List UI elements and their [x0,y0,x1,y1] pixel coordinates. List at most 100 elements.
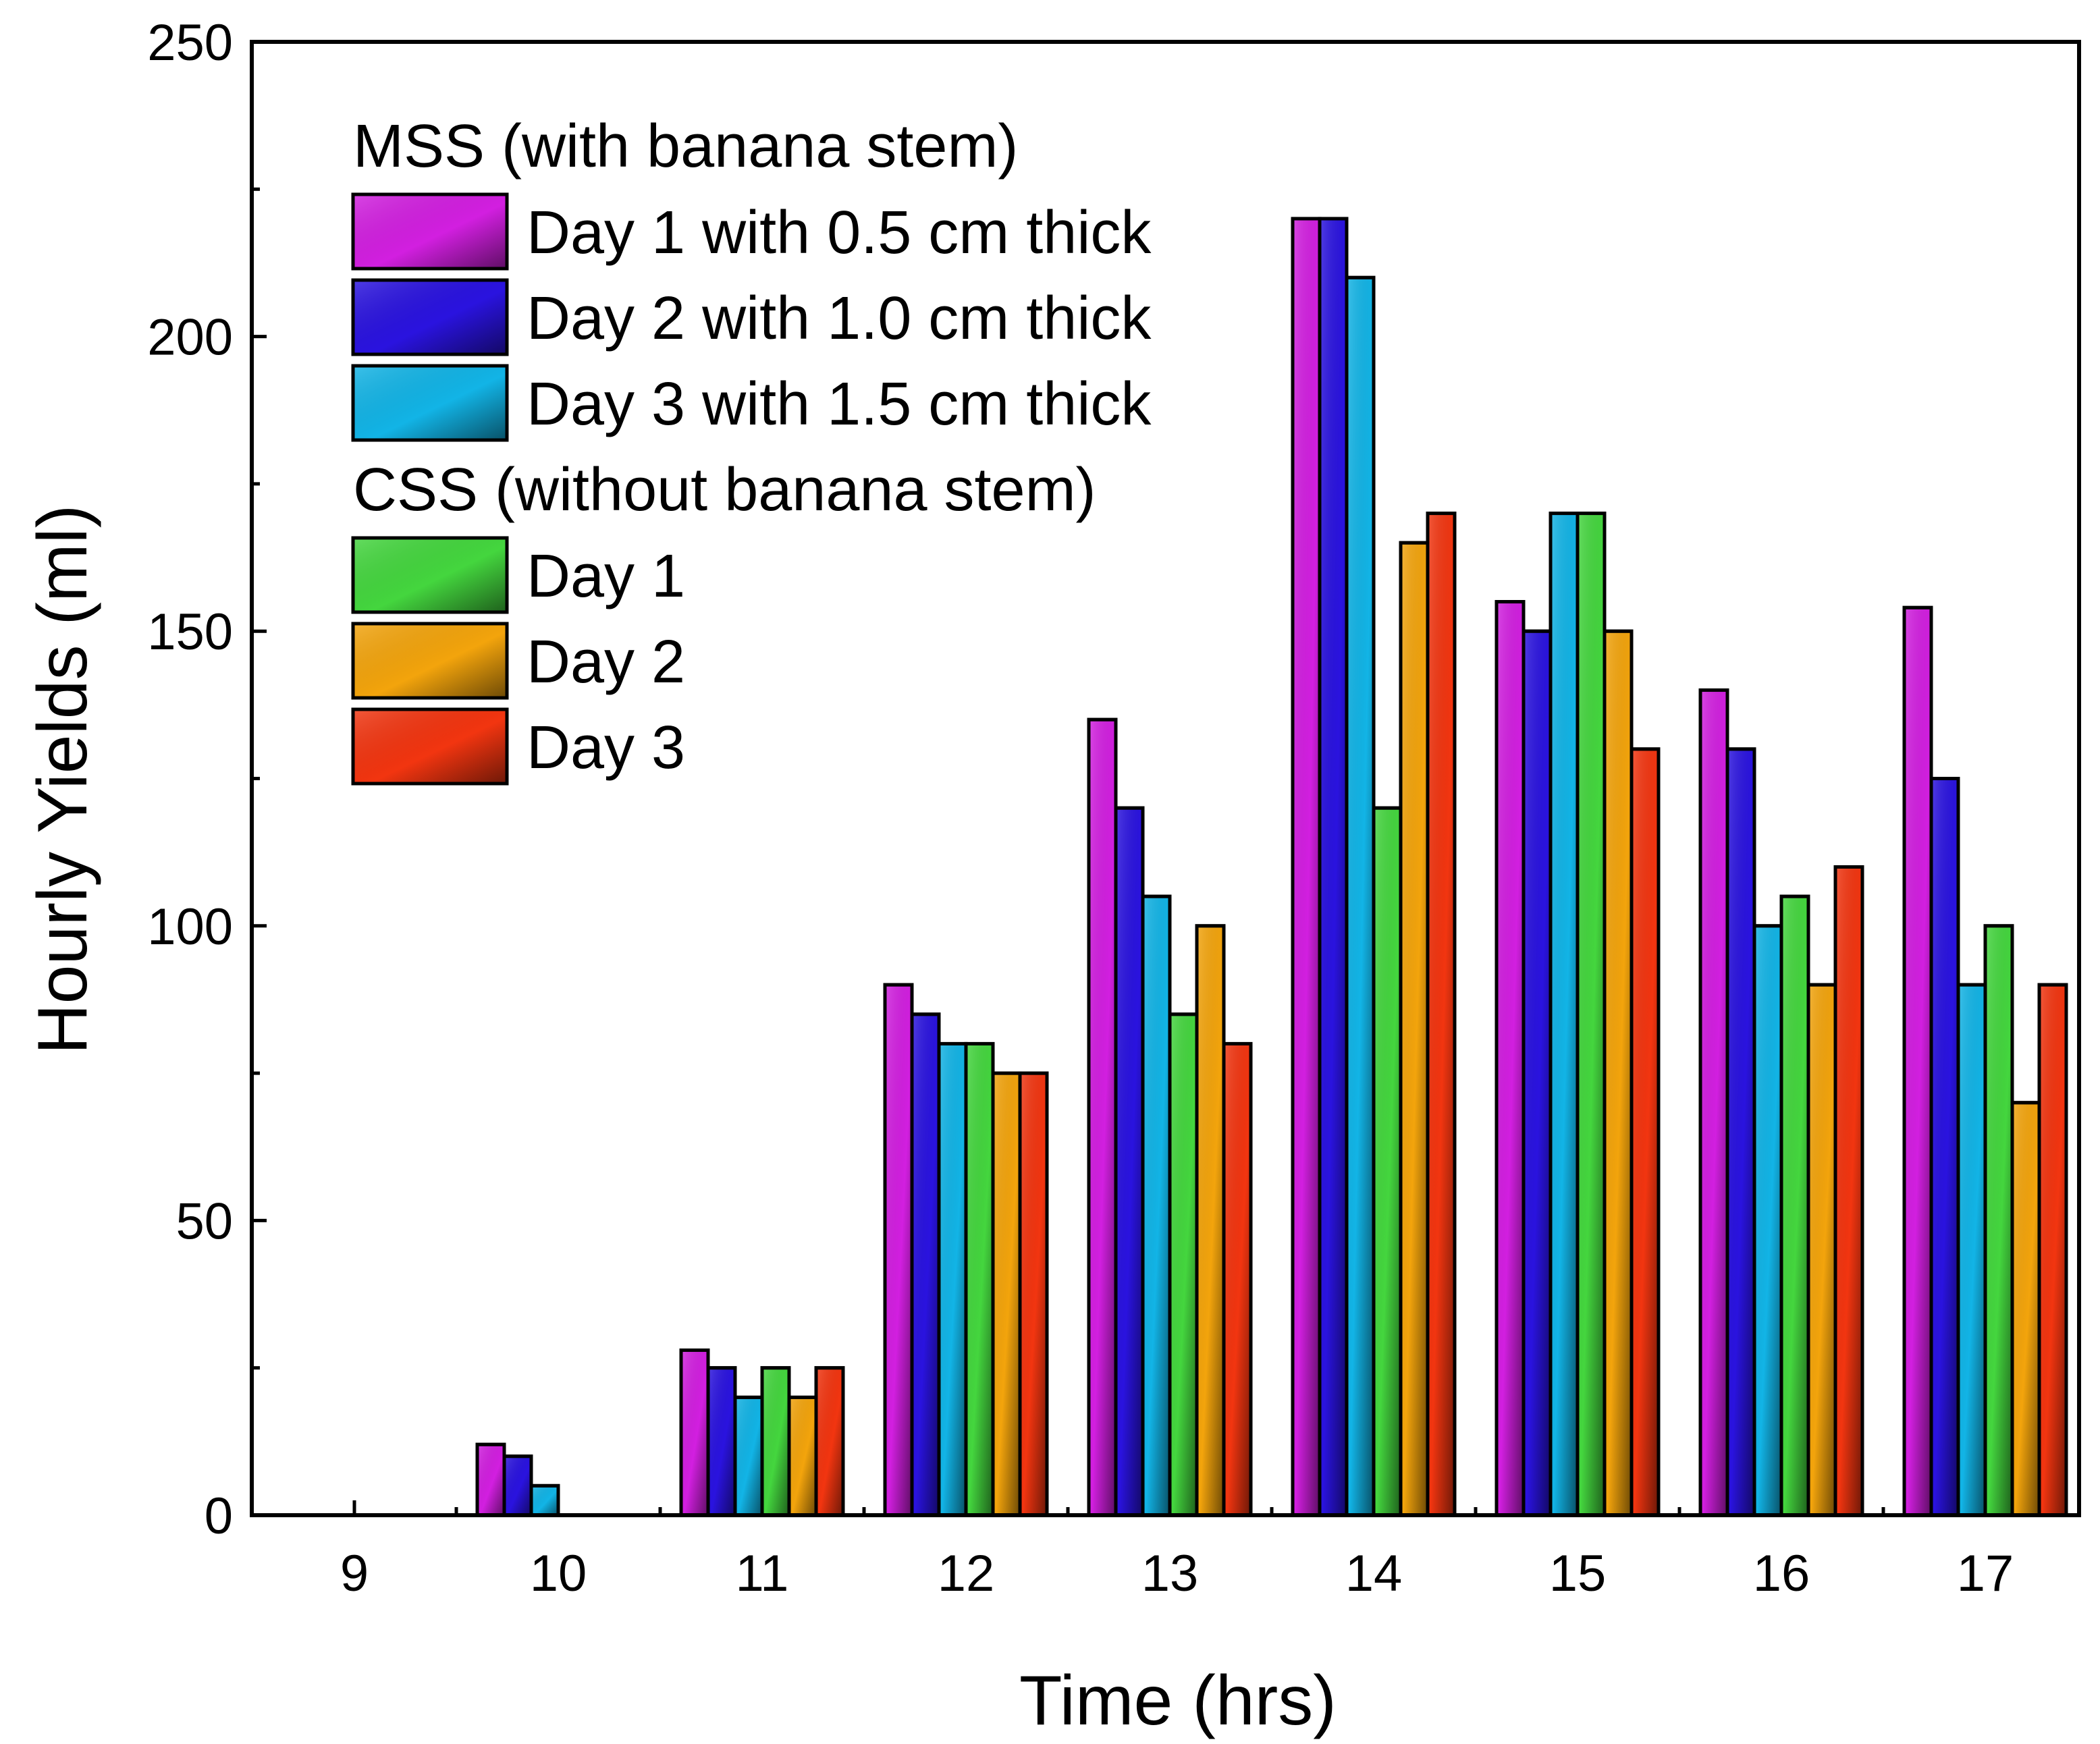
bar-14-series-6 [1426,512,1457,1517]
x-tick-label: 16 [1753,1545,1810,1602]
x-axis-title: Time (hrs) [1019,1662,1337,1740]
bar-16-series-1 [1698,688,1729,1517]
bar-16-series-6 [1833,865,1864,1517]
y-tick-label: 250 [147,14,233,72]
bar-shade [814,1366,845,1517]
bar-13-series-4 [1168,1012,1199,1517]
y-axis-title: Hourly Yields (ml) [24,505,102,1055]
bar-14-series-2 [1318,217,1349,1517]
legend-swatch-shade [351,707,509,786]
x-tick-label: 17 [1957,1545,2014,1602]
bar-17-series-1 [1902,605,1933,1517]
bar-shade [1399,541,1430,1517]
bar-15-series-2 [1522,629,1553,1517]
bar-13-series-1 [1087,717,1118,1517]
bar-shade [1833,865,1864,1517]
bar-shade [1168,1012,1199,1517]
legend-swatch-shade [351,536,509,614]
bar-shade [1983,924,2014,1517]
bars-layer [475,217,2068,1517]
bar-shade [1576,512,1607,1517]
bar-shade [1114,806,1145,1517]
x-tick-label: 9 [340,1545,369,1602]
bar-17-series-3 [1956,983,1987,1517]
bar-shade [502,1454,533,1517]
bar-13-series-5 [1195,924,1226,1517]
bar-shade [1222,1041,1253,1517]
x-tick-label: 13 [1141,1545,1199,1602]
bar-shade [1426,512,1457,1517]
bar-16-series-5 [1806,983,1837,1517]
bar-shade [1956,983,1987,1517]
bar-15-series-4 [1576,512,1607,1517]
bar-shade [733,1395,764,1517]
bar-13-series-6 [1222,1041,1253,1517]
bar-15-series-5 [1603,629,1634,1517]
bar-13-series-3 [1141,894,1172,1517]
bar-11-series-4 [760,1366,791,1517]
bar-10-series-3 [529,1483,560,1517]
axes-layer: 0 50 100 150 200 250 9 10 11 12 13 14 15 16 17 [147,14,2081,1602]
bar-shade [760,1366,791,1517]
bar-14-series-1 [1291,217,1322,1517]
bar-15-series-6 [1630,747,1661,1517]
bar-10-series-1 [475,1442,506,1517]
legend-label: Day 2 with 1.0 cm thick [527,285,1152,352]
legend-item: Day 3 with 1.5 cm thick [351,364,1152,442]
bar-shade [1495,600,1526,1517]
bar-15-series-1 [1495,600,1526,1517]
bar-shade [883,983,914,1517]
legend-label: Day 3 [527,714,685,782]
bar-17-series-6 [2037,983,2068,1517]
y-tick-label: 50 [176,1193,233,1250]
bar-shade [910,1012,941,1517]
legend-swatch-shade [351,192,509,271]
bar-15-series-3 [1549,512,1580,1517]
bar-shade [1752,924,1783,1517]
bar-12-series-4 [964,1041,995,1517]
bar-shade [937,1041,968,1517]
bar-shade [1141,894,1172,1517]
legend-label: Day 1 with 0.5 cm thick [527,199,1152,267]
bar-12-series-5 [991,1071,1022,1517]
y-tick-label: 100 [147,898,233,956]
bar-10-series-2 [502,1454,533,1517]
legend-swatch-shade [351,278,509,356]
bar-shade [679,1348,710,1517]
legend-item: Day 2 with 1.0 cm thick [351,278,1152,356]
legend-group-title: MSS (with banana stem) [353,113,1018,180]
bar-16-series-2 [1725,747,1756,1517]
bar-shade [1372,806,1403,1517]
legend-label: Day 2 [527,628,685,696]
bar-shade [1806,983,1837,1517]
x-tick-label: 15 [1549,1545,1607,1602]
bar-shade [1087,717,1118,1517]
bar-shade [1725,747,1756,1517]
bar-17-series-5 [2010,1101,2041,1517]
bar-14-series-4 [1372,806,1403,1517]
legend-item: Day 1 with 0.5 cm thick [351,192,1152,271]
bar-12-series-2 [910,1012,941,1517]
bar-shade [1630,747,1661,1517]
legend-swatch-shade [351,622,509,700]
bar-11-series-6 [814,1366,845,1517]
bar-shade [1345,275,1376,1517]
bar-12-series-6 [1018,1071,1049,1517]
bar-shade [1698,688,1729,1517]
legend-group-title: CSS (without banana stem) [353,456,1096,524]
bar-12-series-1 [883,983,914,1517]
y-tick-label: 150 [147,603,233,661]
x-tick-label: 11 [736,1545,789,1602]
legend: MSS (with banana stem) Day 1 with 0.5 cm … [351,113,1152,786]
legend-item: Day 2 [351,622,685,700]
bar-shade [1522,629,1553,1517]
bar-shade [787,1395,818,1517]
bar-11-series-3 [733,1395,764,1517]
bar-shade [1549,512,1580,1517]
bar-14-series-3 [1345,275,1376,1517]
bar-17-series-4 [1983,924,2014,1517]
bar-11-series-1 [679,1348,710,1517]
bar-12-series-3 [937,1041,968,1517]
bar-shade [475,1442,506,1517]
bar-11-series-5 [787,1395,818,1517]
